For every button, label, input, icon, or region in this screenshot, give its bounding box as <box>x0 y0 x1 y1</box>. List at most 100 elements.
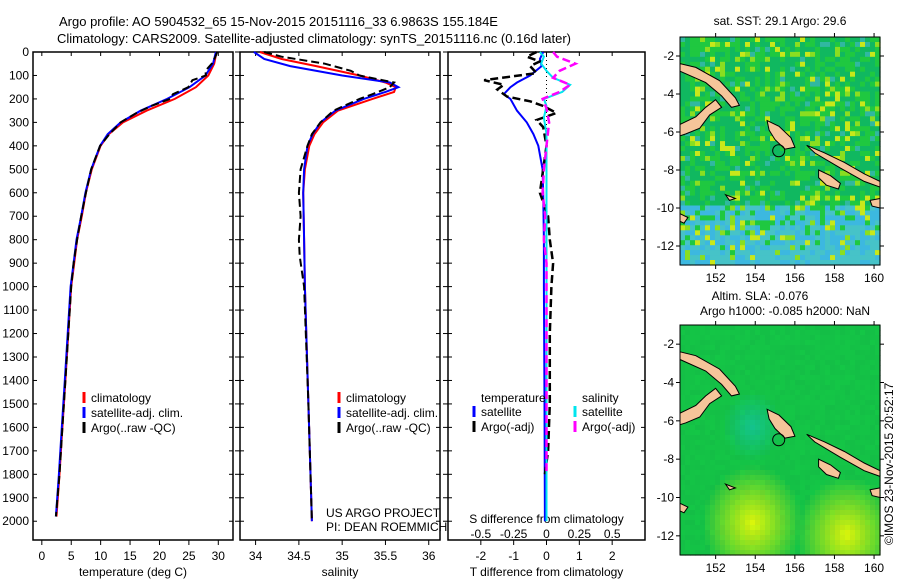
map-cell <box>680 450 686 456</box>
map-cell <box>710 515 716 521</box>
map-cell <box>840 360 846 366</box>
map-cell <box>765 455 771 461</box>
map-cell <box>705 126 711 132</box>
map-cell <box>735 475 741 481</box>
map-cell <box>840 480 846 486</box>
map-cell <box>705 500 711 506</box>
map-cell <box>870 170 876 177</box>
map-cell <box>780 360 786 366</box>
map-cell <box>870 126 876 132</box>
map-cell <box>785 325 791 331</box>
map-cell <box>680 440 686 446</box>
map-cell <box>845 156 851 162</box>
map-cell <box>730 475 736 481</box>
map-cell <box>695 96 701 103</box>
map-cell <box>700 175 706 182</box>
y-tick-label: 1500 <box>2 397 29 411</box>
map-cell <box>705 245 711 251</box>
map-cell <box>680 245 686 251</box>
map-cell <box>870 91 876 98</box>
map-cell <box>790 530 796 536</box>
map-cell <box>760 66 766 73</box>
map-cell <box>730 190 736 197</box>
map-cell <box>735 170 741 177</box>
series-line-t-argo <box>483 50 560 475</box>
map-cell <box>725 350 731 356</box>
map-cell <box>785 210 791 217</box>
map-cell <box>740 151 746 157</box>
map-cell <box>770 170 776 177</box>
map-cell <box>790 370 796 376</box>
map-cell <box>800 250 806 256</box>
map-cell <box>690 190 696 197</box>
map-cell <box>710 240 716 246</box>
map-cell <box>870 435 876 441</box>
map-cell <box>735 375 741 381</box>
map-cell <box>695 101 701 107</box>
map-cell <box>800 210 806 217</box>
map-cell <box>800 111 806 117</box>
map-cell <box>750 225 756 231</box>
map-cell <box>700 195 706 202</box>
map-cell <box>840 475 846 481</box>
map-cell <box>685 245 691 251</box>
map-cell <box>835 42 841 48</box>
map-cell <box>780 475 786 481</box>
map-cell <box>750 475 756 481</box>
map-cell <box>775 220 781 226</box>
map-cell <box>865 255 871 261</box>
map-cell <box>735 96 741 103</box>
map-cell <box>700 245 706 251</box>
map-cell <box>760 505 766 511</box>
map-cell <box>810 400 816 406</box>
map-cell <box>810 550 816 556</box>
map-cell <box>680 480 686 486</box>
map-cell <box>715 490 721 496</box>
map-cell <box>730 545 736 551</box>
map-cell <box>805 335 811 341</box>
map-cell <box>825 415 831 421</box>
map-cell <box>815 550 821 556</box>
map-cell <box>810 165 816 172</box>
map-cell <box>875 121 881 127</box>
map-cell <box>875 86 881 93</box>
map-cell <box>710 175 716 182</box>
map-cell <box>870 415 876 421</box>
map-cell <box>840 460 846 466</box>
map-cell <box>740 340 746 346</box>
map-cell <box>710 210 716 217</box>
lat-tick-label: -12 <box>657 529 675 543</box>
map-cell <box>755 390 761 396</box>
map-cell <box>725 136 731 142</box>
map-cell <box>860 61 866 68</box>
map-cell <box>755 215 761 221</box>
map-cell <box>685 525 691 531</box>
map-cell <box>795 420 801 426</box>
map-cell <box>820 260 826 266</box>
map-cell <box>830 430 836 436</box>
map-cell <box>840 56 846 63</box>
map-cell <box>740 205 746 212</box>
map-cell <box>820 76 826 83</box>
map-cell <box>780 525 786 531</box>
map-cell <box>730 165 736 172</box>
map-cell <box>770 520 776 526</box>
map-cell <box>770 215 776 221</box>
map-cell <box>715 200 721 207</box>
map-cell <box>755 37 761 43</box>
map-cell <box>865 51 871 58</box>
map-cell <box>840 490 846 496</box>
map-cell <box>765 51 771 58</box>
map-cell <box>755 550 761 556</box>
map-cell <box>750 470 756 476</box>
map-cell <box>870 455 876 461</box>
map-cell <box>745 415 751 421</box>
map-cell <box>730 550 736 556</box>
map-cell <box>695 86 701 93</box>
map-cell <box>790 151 796 157</box>
map-cell <box>795 345 801 351</box>
map-cell <box>700 375 706 381</box>
map-cell <box>840 146 846 152</box>
map-cell <box>805 255 811 261</box>
map-cell <box>860 71 866 78</box>
